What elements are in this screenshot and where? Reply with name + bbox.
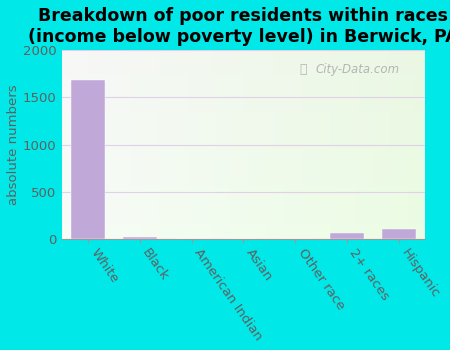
Bar bbox=[71, 80, 105, 239]
Text: City-Data.com: City-Data.com bbox=[316, 63, 400, 76]
Bar bbox=[123, 237, 157, 239]
Bar bbox=[330, 233, 364, 239]
Text: ⓘ: ⓘ bbox=[300, 63, 307, 76]
Title: Breakdown of poor residents within races
(income below poverty level) in Berwick: Breakdown of poor residents within races… bbox=[28, 7, 450, 46]
Bar bbox=[382, 229, 416, 239]
Y-axis label: absolute numbers: absolute numbers bbox=[7, 84, 20, 205]
